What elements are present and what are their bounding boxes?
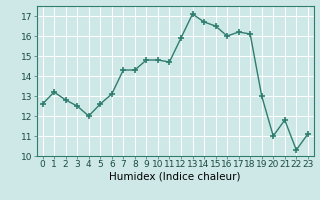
X-axis label: Humidex (Indice chaleur): Humidex (Indice chaleur) (109, 172, 241, 182)
